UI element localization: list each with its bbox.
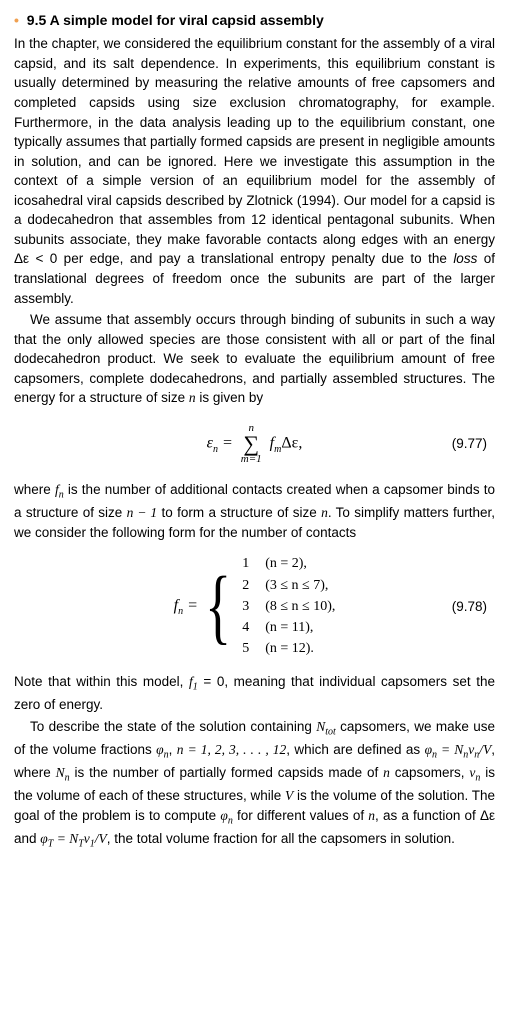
section-title-text: A simple model for viral capsid assembly	[50, 12, 324, 28]
section-number: 9.5	[27, 12, 46, 28]
paragraph-2: We assume that assembly occurs through b…	[14, 310, 495, 408]
paragraph-1: In the chapter, we considered the equili…	[14, 34, 495, 308]
paragraph-3: where fn is the number of additional con…	[14, 480, 495, 542]
equation-number: (9.78)	[452, 597, 487, 617]
paragraph-5: To describe the state of the solution co…	[14, 717, 495, 853]
section-heading: • 9.5 A simple model for viral capsid as…	[14, 10, 495, 30]
cases-table: 1 (n = 2), 2 (3 ≤ n ≤ 7), 3 (8 ≤ n ≤ 10)…	[242, 554, 335, 659]
equation-9-77: εn = n ∑ m=1 fmΔε, (9.77)	[14, 420, 495, 468]
equation-9-78: fn = { 1 (n = 2), 2 (3 ≤ n ≤ 7), 3 (8 ≤ …	[14, 554, 495, 659]
sum-symbol: n ∑ m=1	[241, 423, 262, 465]
bullet-icon: •	[14, 12, 19, 28]
left-brace-icon: {	[205, 577, 231, 637]
paragraph-4: Note that within this model, f1 = 0, mea…	[14, 672, 495, 715]
equation-number: (9.77)	[452, 434, 487, 454]
